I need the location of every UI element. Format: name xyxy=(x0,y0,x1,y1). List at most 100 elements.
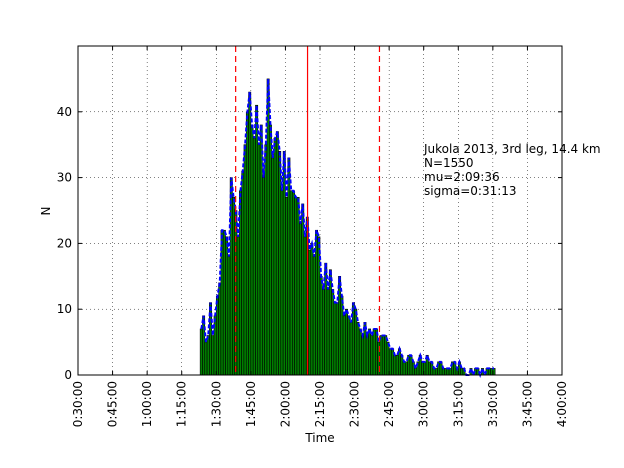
bar xyxy=(351,302,355,376)
bar xyxy=(206,335,210,376)
bar xyxy=(243,144,247,376)
bar xyxy=(386,341,390,376)
bar xyxy=(349,322,353,376)
bar xyxy=(220,229,224,376)
annotation-line-1: Jukola 2013, 3rd leg, 14.4 km xyxy=(423,142,601,156)
bar xyxy=(241,170,245,376)
x-tick-label: 3:30:00 xyxy=(486,381,500,427)
bar xyxy=(259,124,263,376)
bar xyxy=(393,354,397,376)
bar xyxy=(271,157,275,376)
y-tick-label: 30 xyxy=(57,171,72,185)
bar xyxy=(319,275,323,376)
bar xyxy=(404,361,408,376)
bar xyxy=(250,124,254,376)
bar xyxy=(342,315,346,376)
x-tick-label: 4:00:00 xyxy=(555,381,569,427)
bar xyxy=(301,203,305,376)
bar xyxy=(211,335,215,376)
bar xyxy=(287,157,291,376)
bar xyxy=(460,368,464,376)
bar xyxy=(294,197,298,376)
bar xyxy=(204,341,208,376)
bar xyxy=(296,197,300,376)
bar xyxy=(322,289,325,376)
x-tick-label: 2:00:00 xyxy=(278,381,292,427)
bar xyxy=(285,197,289,376)
bar xyxy=(303,236,307,376)
annotation-line-4: sigma=0:31:13 xyxy=(424,184,517,198)
bar xyxy=(278,150,282,376)
bar xyxy=(308,249,312,376)
bar xyxy=(370,335,374,376)
bar xyxy=(222,229,226,376)
bar xyxy=(232,197,236,376)
bar xyxy=(268,124,272,376)
bar xyxy=(310,243,314,376)
bar xyxy=(361,335,365,376)
x-tick-label: 3:45:00 xyxy=(520,381,534,427)
y-tick-label: 0 xyxy=(64,368,72,382)
bar xyxy=(262,177,265,376)
bar xyxy=(292,190,295,376)
bar xyxy=(298,223,302,376)
bar xyxy=(411,361,415,376)
bar xyxy=(227,256,231,376)
bar xyxy=(248,91,252,376)
bar xyxy=(264,144,268,376)
bar xyxy=(333,302,337,376)
bar xyxy=(368,328,372,376)
bar xyxy=(252,137,256,376)
bar xyxy=(225,236,229,376)
bar xyxy=(381,335,385,376)
x-tick-label: 3:00:00 xyxy=(417,381,431,427)
bar xyxy=(218,282,222,376)
bar xyxy=(402,361,406,376)
outline-curve xyxy=(200,78,495,379)
x-tick-label: 2:30:00 xyxy=(348,381,362,427)
x-tick-label: 1:00:00 xyxy=(140,381,154,427)
bar xyxy=(273,137,277,376)
bar xyxy=(282,150,286,376)
bar xyxy=(199,328,203,376)
x-tick-label: 0:45:00 xyxy=(106,381,120,427)
bar xyxy=(312,256,316,376)
bar xyxy=(236,236,240,376)
y-axis: 0 10 20 30 40 xyxy=(57,105,562,382)
bar xyxy=(428,361,431,376)
bar xyxy=(328,269,332,376)
x-axis-label: Time xyxy=(304,431,334,445)
x-tick-label: 1:30:00 xyxy=(209,381,223,427)
bar xyxy=(275,131,279,376)
y-tick-label: 10 xyxy=(57,302,72,316)
x-axis: 0:30:00 0:45:00 1:00:00 1:15:00 1:30:00 1:45:… xyxy=(71,46,569,427)
y-tick-label: 40 xyxy=(57,105,72,119)
bar xyxy=(395,354,399,376)
y-tick-label: 20 xyxy=(57,236,72,250)
bars xyxy=(199,78,496,376)
bar xyxy=(245,111,249,376)
bar xyxy=(372,328,376,376)
annotation: Jukola 2013, 3rd leg, 14.4 km N=1550 mu=… xyxy=(423,142,601,198)
bar xyxy=(375,328,378,376)
x-tick-label: 1:45:00 xyxy=(244,381,258,427)
y-axis-label: N xyxy=(39,207,53,216)
bar xyxy=(347,315,351,376)
bar xyxy=(409,354,413,376)
bar xyxy=(400,354,404,376)
bar xyxy=(326,289,330,376)
bar xyxy=(434,368,438,376)
bar xyxy=(331,289,335,376)
x-tick-label: 0:30:00 xyxy=(71,381,85,427)
bar xyxy=(358,328,362,376)
bar xyxy=(255,104,259,376)
x-tick-label: 3:15:00 xyxy=(451,381,465,427)
x-tick-label: 2:45:00 xyxy=(382,381,396,427)
bar xyxy=(384,335,388,376)
bar xyxy=(202,315,206,376)
bar xyxy=(356,322,360,376)
annotation-line-3: mu=2:09:36 xyxy=(424,170,500,184)
x-tick-label: 2:15:00 xyxy=(313,381,327,427)
bar xyxy=(365,335,369,376)
